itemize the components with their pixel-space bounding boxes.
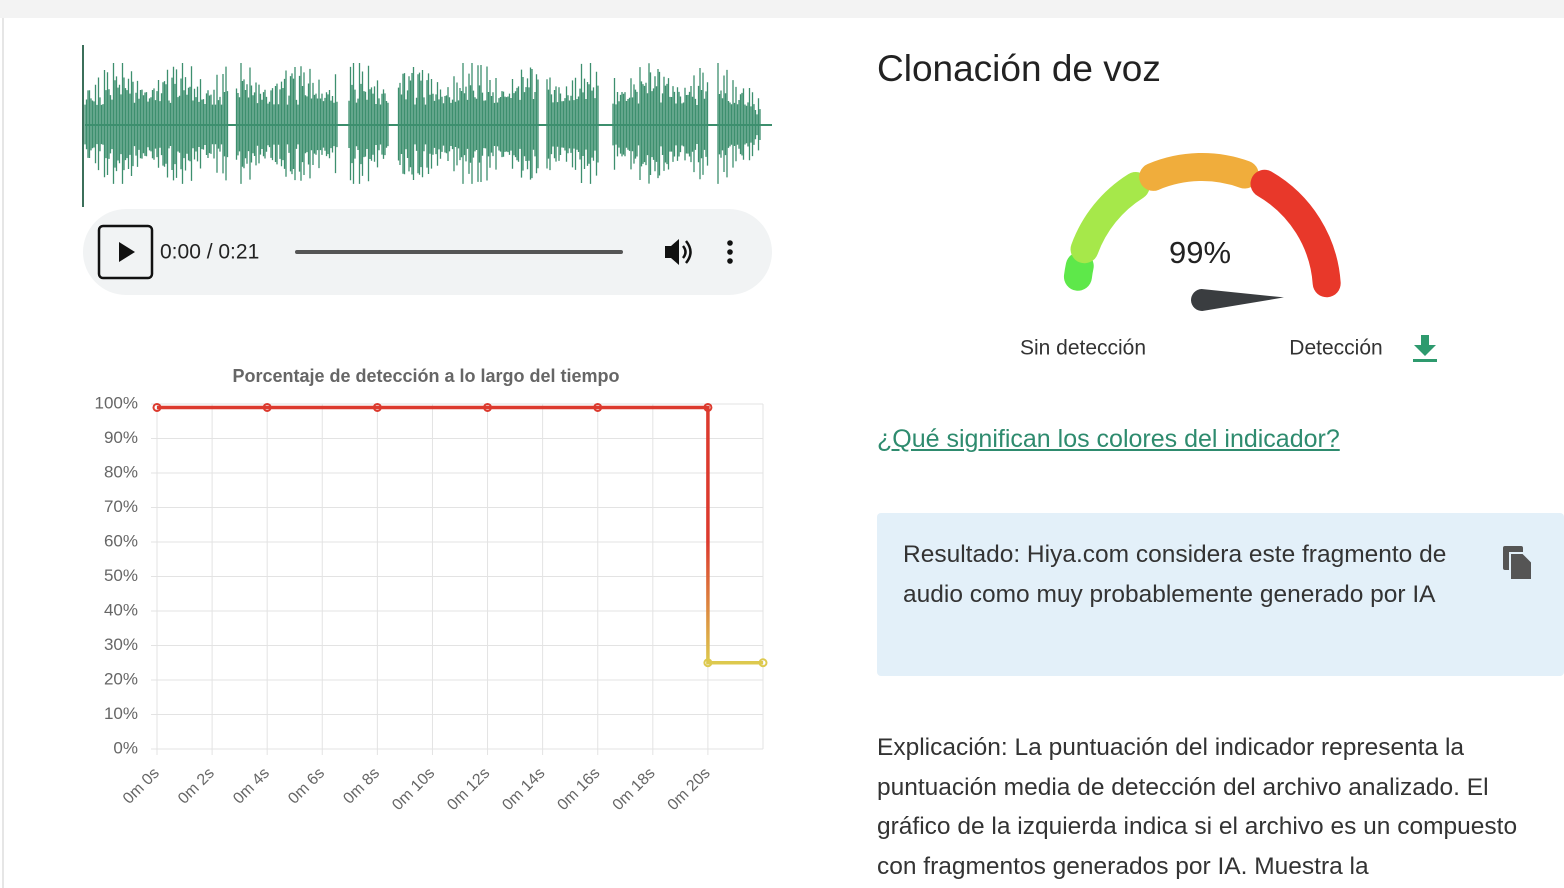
help-link[interactable]: ¿Qué significan los colores del indicado…	[877, 425, 1340, 453]
gauge-bands	[1063, 153, 1341, 298]
x-tick-label: 0m 8s	[340, 765, 383, 808]
x-tick-label: 0m 20s	[665, 765, 714, 814]
gauge-band	[1250, 169, 1341, 298]
x-tick-label: 0m 18s	[610, 765, 659, 814]
download-stem	[1421, 335, 1429, 346]
y-tick-label: 60%	[104, 531, 138, 550]
download-arrow	[1414, 345, 1436, 356]
gauge-band	[1063, 252, 1094, 291]
data-point	[262, 402, 272, 412]
dot	[727, 240, 733, 246]
gauge-needle	[1191, 289, 1284, 311]
play-button[interactable]	[97, 224, 154, 280]
dot	[727, 249, 733, 255]
copy-front	[1509, 552, 1533, 581]
y-tick-label: 10%	[104, 704, 138, 723]
x-tick-label: 0m 4s	[230, 765, 273, 808]
y-tick-label: 100%	[95, 393, 138, 412]
data-point	[703, 658, 713, 668]
data-point	[593, 402, 603, 412]
time: 0:00 / 0:21	[160, 241, 259, 264]
menu-button[interactable]	[727, 240, 733, 264]
copy-button[interactable]	[1503, 546, 1533, 581]
x-tick-label: 0m 2s	[175, 765, 218, 808]
x-tick-label: 0m 14s	[499, 765, 548, 814]
x-tick-label: 0m 6s	[285, 765, 328, 808]
progress-bar[interactable]	[295, 250, 623, 254]
chart-title: Porcentaje de detección a lo largo del t…	[232, 366, 619, 386]
x-tick-label: 0m 0s	[120, 765, 163, 808]
data-point	[152, 402, 162, 412]
volume-waves	[681, 240, 692, 264]
waveform-bars	[84, 63, 770, 184]
heading: Clonación de voz	[877, 48, 1161, 89]
result-text: Resultado: Hiya.com considera este fragm…	[903, 541, 1447, 608]
volume-icon	[665, 239, 679, 265]
y-tick-label: 40%	[104, 600, 138, 619]
play-icon	[119, 242, 135, 262]
dot	[727, 258, 733, 264]
y-tick-label: 80%	[104, 462, 138, 481]
y-tick-label: 0%	[113, 738, 138, 757]
gauge-band	[1070, 171, 1150, 264]
data-point	[483, 402, 493, 412]
y-tick-label: 30%	[104, 635, 138, 654]
gauge-band	[1139, 153, 1259, 191]
data-point	[703, 402, 713, 412]
volume-button[interactable]	[665, 239, 692, 265]
y-tick-label: 20%	[104, 669, 138, 688]
y-tick-label: 70%	[104, 497, 138, 516]
y-tick-label: 90%	[104, 428, 138, 447]
download-button[interactable]	[1413, 335, 1437, 362]
x-tick-label: 0m 16s	[554, 765, 603, 814]
x-tick-label: 0m 10s	[389, 765, 438, 814]
gauge-value: 99%	[1169, 235, 1231, 270]
data-point	[758, 658, 768, 668]
y-tick-label: 50%	[104, 566, 138, 585]
result-box	[877, 513, 1564, 676]
x-tick-label: 0m 12s	[444, 765, 493, 814]
gauge-max-label: Detección	[1289, 337, 1382, 360]
download-base	[1413, 359, 1437, 362]
gauge-min-label: Sin detección	[1020, 337, 1146, 360]
data-point	[372, 402, 382, 412]
data-line	[157, 405, 763, 665]
top-bar	[0, 0, 1564, 18]
waveform	[84, 63, 772, 184]
explanation-text: Explicación: La puntuación del indicador…	[877, 734, 1518, 880]
